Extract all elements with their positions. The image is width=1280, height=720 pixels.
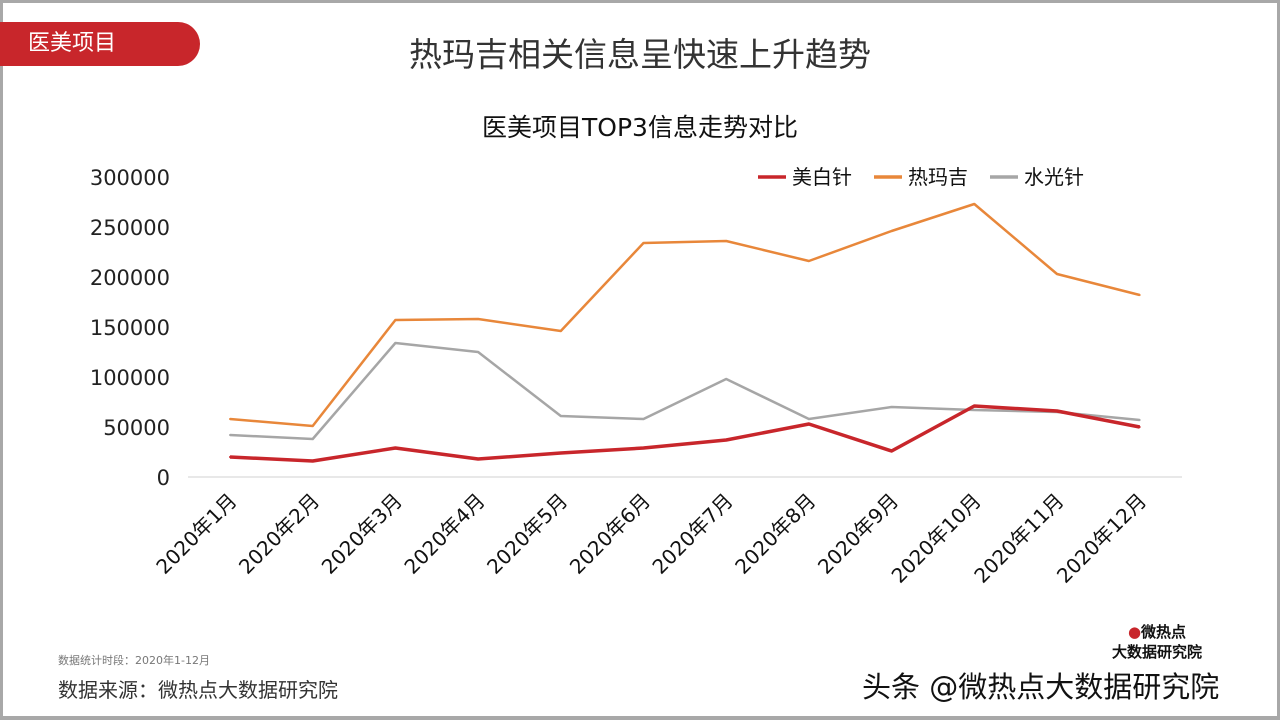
data-point <box>559 415 562 417</box>
series-line-0 <box>229 404 1141 463</box>
data-point <box>807 423 810 425</box>
series-line-1 <box>229 202 1141 428</box>
data-point <box>311 425 314 427</box>
data-point <box>311 460 314 462</box>
data-point <box>1138 294 1141 296</box>
data-point <box>394 342 397 344</box>
data-point <box>642 447 645 449</box>
data-point <box>890 230 893 232</box>
data-point <box>725 378 728 380</box>
weibo-icon: ● <box>1127 623 1142 641</box>
y-tick-label: 150000 <box>90 316 170 340</box>
x-tick-label: 2020年5月 <box>482 489 572 579</box>
data-point <box>973 405 976 407</box>
data-source: 数据来源：微热点大数据研究院 <box>58 678 338 702</box>
legend-label: 美白针 <box>792 165 852 189</box>
data-point <box>394 319 397 321</box>
x-tick-label: 2020年1月 <box>151 489 241 579</box>
legend-label: 水光针 <box>1024 165 1084 189</box>
x-tick-label: 2020年9月 <box>813 489 903 579</box>
data-point <box>1138 419 1141 421</box>
watermark: 头条 @微热点大数据研究院 <box>862 670 1220 704</box>
data-point <box>1056 273 1058 275</box>
logo-text-bottom: 大数据研究院 <box>1112 643 1203 661</box>
x-tick-label: 2020年8月 <box>730 489 820 579</box>
data-point <box>725 439 728 441</box>
y-tick-label: 300000 <box>90 166 170 190</box>
data-period: 数据统计时段：2020年1-12月 <box>58 654 210 667</box>
x-tick-label: 2020年3月 <box>317 489 407 579</box>
x-tick-label: 2020年12月 <box>1052 489 1151 588</box>
logo: ●微热点大数据研究院 <box>1112 622 1202 662</box>
x-tick-label: 2020年4月 <box>399 489 489 579</box>
data-point <box>394 447 397 449</box>
data-point <box>890 450 893 452</box>
y-tick-label: 50000 <box>103 416 170 440</box>
data-point <box>477 318 480 320</box>
data-point <box>1056 410 1058 412</box>
data-point <box>973 409 976 411</box>
slide <box>3 3 1277 716</box>
y-tick-label: 200000 <box>90 266 170 290</box>
data-point <box>973 203 976 205</box>
data-point <box>890 406 893 408</box>
data-point <box>642 418 645 420</box>
x-tick-label: 2020年2月 <box>234 489 324 579</box>
y-tick-label: 100000 <box>90 366 170 390</box>
x-tick-label: 2020年6月 <box>565 489 655 579</box>
logo-text-top: 微热点 <box>1141 623 1187 641</box>
page-title: 热玛吉相关信息呈快速上升趋势 <box>409 35 871 74</box>
legend-label: 热玛吉 <box>908 165 968 189</box>
data-point <box>807 260 810 262</box>
data-point <box>725 240 728 242</box>
data-point <box>229 434 231 436</box>
data-point <box>477 458 480 460</box>
series-line-2 <box>229 341 1140 441</box>
x-tick-label: 2020年7月 <box>647 489 737 579</box>
section-tag: 医美项目 <box>0 22 200 66</box>
data-point <box>229 418 231 420</box>
data-point <box>807 418 810 420</box>
y-tick-label: 250000 <box>90 216 170 240</box>
data-point <box>642 242 645 244</box>
data-point <box>311 438 314 440</box>
data-point <box>477 351 480 353</box>
data-point <box>559 452 562 454</box>
line-chart: 医美项目TOP3信息走势对比 0 50000 100000 150000 200000 25… <box>90 113 1182 588</box>
data-point <box>229 456 231 458</box>
y-tick-label: 0 <box>157 466 170 490</box>
data-point <box>1138 426 1141 428</box>
chart-title: 医美项目TOP3信息走势对比 <box>482 113 798 142</box>
data-point <box>559 330 562 332</box>
